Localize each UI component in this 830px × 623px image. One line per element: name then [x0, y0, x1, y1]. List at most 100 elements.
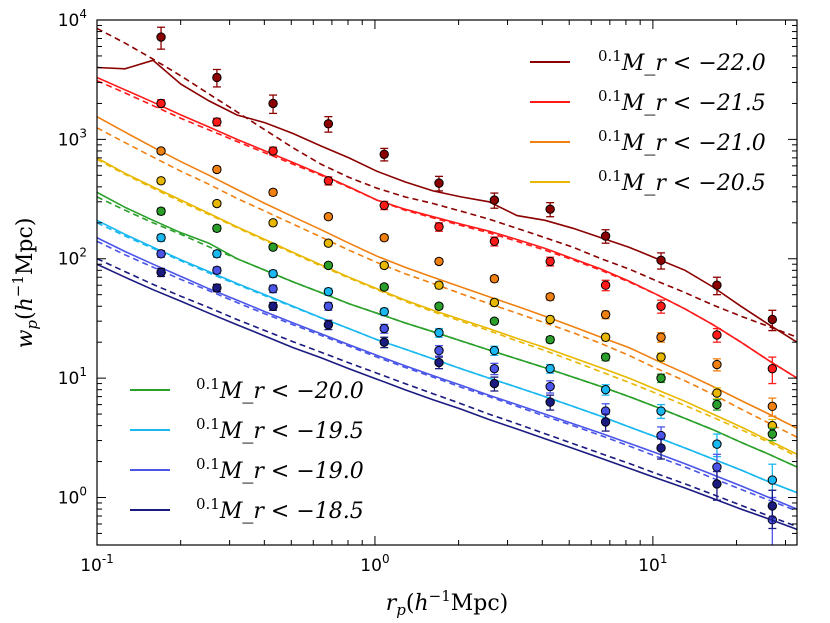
data-point: [434, 178, 444, 188]
data-point: [323, 301, 334, 311]
data-point: [379, 149, 389, 159]
legend-item: 0.1M_r < −22.0: [530, 47, 766, 76]
data-point: [156, 233, 166, 243]
data-point: [712, 399, 722, 410]
y-axis-label: wp(h−1Mpc): [9, 218, 41, 349]
data-point: [212, 72, 222, 83]
data-point: [434, 357, 444, 368]
model-line-dashed: [97, 196, 797, 468]
data-point: [323, 238, 334, 248]
legend-label: 0.1M_r < −22.0: [598, 47, 766, 76]
data-point: [268, 98, 278, 109]
data-point: [212, 198, 222, 209]
plot-frame: [96, 19, 798, 546]
data-point: [212, 249, 222, 259]
data-point: [712, 439, 722, 449]
legend: 0.1M_r < −22.0 0.1M_r < −21.5 0.1M_r < −21…: [130, 47, 766, 524]
model-line-solid: [97, 263, 797, 531]
data-point: [767, 363, 778, 374]
data-point: [156, 267, 166, 277]
model-line-dashed: [97, 127, 797, 438]
data-point: [323, 260, 334, 271]
data-point: [434, 301, 444, 311]
data-point: [545, 397, 555, 407]
data-point: [489, 363, 500, 374]
model-line-dashed: [97, 158, 797, 458]
x-tick-label: 10-1: [80, 552, 114, 576]
series-group: [97, 257, 797, 531]
data-point: [600, 352, 611, 362]
series-group: [97, 26, 797, 343]
data-point: [545, 381, 555, 392]
data-point: [489, 378, 500, 389]
x-tick-label: 100: [360, 552, 389, 576]
data-point: [712, 330, 722, 340]
data-point: [323, 176, 334, 186]
data-point: [767, 401, 778, 412]
data-point: [212, 164, 222, 175]
data-point: [712, 462, 722, 472]
data-point: [600, 417, 611, 427]
data-point: [268, 218, 278, 228]
data-point: [379, 307, 389, 317]
data-point: [212, 283, 222, 293]
data-point: [712, 479, 722, 489]
data-point: [545, 292, 555, 302]
data-point: [600, 384, 611, 395]
data-point: [323, 212, 334, 222]
data-point: [767, 475, 778, 485]
data-point: [489, 297, 500, 308]
data-point: [379, 260, 389, 271]
legend-item: 0.1M_r < −19.0: [130, 455, 364, 484]
data-point: [156, 32, 166, 42]
data-point: [323, 286, 334, 297]
data-point: [489, 236, 500, 247]
data-point: [600, 280, 611, 290]
data-point: [489, 274, 500, 284]
data-point: [656, 332, 666, 342]
legend-label: 0.1M_r < −19.0: [196, 455, 364, 484]
data-point: [656, 255, 666, 266]
legend-item: 0.1M_r < −19.5: [130, 415, 364, 444]
data-point: [712, 388, 722, 398]
data-point: [156, 98, 166, 109]
data-point: [434, 256, 444, 267]
data-point: [600, 309, 611, 320]
legend-label: 0.1M_r < −20.0: [196, 375, 364, 404]
data-point: [323, 320, 334, 330]
legend-item: 0.1M_r < −18.5: [130, 495, 364, 524]
data-point: [545, 314, 555, 325]
y-tick-label: 102: [58, 246, 87, 270]
data-point: [434, 222, 444, 232]
x-axis-label: rp(h−1Mpc): [386, 587, 509, 619]
data-point: [434, 345, 444, 356]
data-point: [656, 443, 666, 453]
data-point: [212, 117, 222, 127]
y-tick-label: 103: [58, 126, 87, 150]
data-point: [656, 406, 666, 416]
legend-item: 0.1M_r < −21.0: [530, 127, 766, 156]
data-point: [545, 363, 555, 374]
data-point: [656, 352, 666, 362]
data-point: [545, 204, 555, 214]
series-group: [97, 191, 797, 468]
legend-item: 0.1M_r < −20.5: [530, 167, 766, 196]
legend-label: 0.1M_r < −21.5: [598, 87, 766, 116]
data-point: [212, 223, 222, 233]
legend-item: 0.1M_r < −20.0: [130, 375, 364, 404]
model-line-dashed: [97, 79, 797, 379]
legend-label: 0.1M_r < −19.5: [196, 415, 364, 444]
data-point: [379, 282, 389, 292]
data-point: [323, 119, 334, 129]
data-point: [767, 501, 778, 511]
data-point: [767, 429, 778, 439]
data-point: [489, 316, 500, 326]
data-point: [268, 242, 278, 252]
data-point: [434, 280, 444, 290]
data-point: [656, 373, 666, 383]
model-line-dashed: [97, 222, 797, 494]
data-point: [600, 332, 611, 342]
series-group: [97, 157, 797, 458]
data-point: [156, 249, 166, 259]
